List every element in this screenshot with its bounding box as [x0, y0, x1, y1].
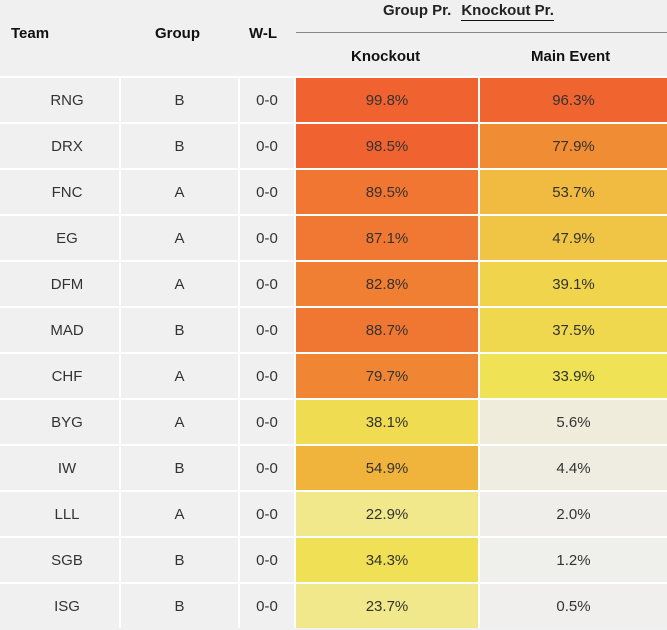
header-wl: W-L: [249, 25, 278, 42]
team-cell: RNG: [0, 76, 119, 122]
team-name: FNC: [51, 183, 83, 201]
knockout-cell: 88.7%: [294, 306, 478, 352]
team-name: IW: [57, 459, 77, 477]
table-row: BYG A 0-0 38.1% 5.6%: [0, 398, 667, 444]
wl-cell: 0-0: [238, 582, 294, 628]
tab-knockout-pr[interactable]: Knockout Pr.: [461, 2, 554, 21]
wl-cell: 0-0: [238, 168, 294, 214]
group-cell: B: [119, 444, 238, 490]
main-event-cell: 77.9%: [478, 122, 667, 168]
knockout-cell: 23.7%: [294, 582, 478, 628]
header-knockout: Knockout: [351, 48, 421, 65]
main-event-cell: 0.5%: [478, 582, 667, 628]
team-name: DFM: [50, 275, 84, 293]
team-name: SGB: [51, 551, 83, 569]
team-cell: MAD: [0, 306, 119, 352]
group-cell: B: [119, 306, 238, 352]
wl-cell: 0-0: [238, 490, 294, 536]
wl-cell: 0-0: [238, 536, 294, 582]
knockout-cell: 98.5%: [294, 122, 478, 168]
team-cell: DFM: [0, 260, 119, 306]
group-cell: B: [119, 76, 238, 122]
team-cell: LLL: [0, 490, 119, 536]
wl-cell: 0-0: [238, 444, 294, 490]
table-row: ISG B 0-0 23.7% 0.5%: [0, 582, 667, 628]
team-cell: BYG: [0, 398, 119, 444]
wl-cell: 0-0: [238, 306, 294, 352]
team-name: LLL: [54, 505, 80, 523]
main-event-cell: 2.0%: [478, 490, 667, 536]
table-row: DRX B 0-0 98.5% 77.9%: [0, 122, 667, 168]
table-row: DFM A 0-0 82.8% 39.1%: [0, 260, 667, 306]
team-name: RNG: [50, 91, 84, 109]
team-cell: DRX: [0, 122, 119, 168]
wl-cell: 0-0: [238, 398, 294, 444]
group-cell: A: [119, 260, 238, 306]
wl-cell: 0-0: [238, 214, 294, 260]
main-event-cell: 5.6%: [478, 398, 667, 444]
knockout-cell: 79.7%: [294, 352, 478, 398]
main-event-cell: 4.4%: [478, 444, 667, 490]
main-event-cell: 53.7%: [478, 168, 667, 214]
group-cell: A: [119, 398, 238, 444]
table-row: MAD B 0-0 88.7% 37.5%: [0, 306, 667, 352]
knockout-cell: 38.1%: [294, 398, 478, 444]
main-event-cell: 1.2%: [478, 536, 667, 582]
results-grid: RNG B 0-0 99.8% 96.3% DRX B 0-0 98.5% 77.9% FNC A 0-…: [0, 76, 667, 628]
group-cell: B: [119, 582, 238, 628]
table-row: FNC A 0-0 89.5% 53.7%: [0, 168, 667, 214]
table-row: EG A 0-0 87.1% 47.9%: [0, 214, 667, 260]
wl-cell: 0-0: [238, 260, 294, 306]
header-group: Group: [155, 25, 200, 42]
group-cell: A: [119, 214, 238, 260]
group-cell: B: [119, 122, 238, 168]
team-cell: SGB: [0, 536, 119, 582]
group-cell: A: [119, 490, 238, 536]
knockout-cell: 22.9%: [294, 490, 478, 536]
team-cell: EG: [0, 214, 119, 260]
main-event-cell: 47.9%: [478, 214, 667, 260]
group-cell: A: [119, 352, 238, 398]
main-event-cell: 96.3%: [478, 76, 667, 122]
probability-tabs: Group Pr. Knockout Pr.: [383, 2, 554, 21]
table-row: RNG B 0-0 99.8% 96.3%: [0, 76, 667, 122]
knockout-cell: 89.5%: [294, 168, 478, 214]
header-team: Team: [11, 25, 50, 42]
header-main-event: Main Event: [531, 48, 611, 65]
main-event-cell: 39.1%: [478, 260, 667, 306]
wl-cell: 0-0: [238, 352, 294, 398]
team-name: MAD: [50, 321, 84, 339]
team-name: ISG: [54, 597, 80, 615]
group-cell: A: [119, 168, 238, 214]
tab-group-pr[interactable]: Group Pr.: [383, 2, 452, 19]
team-name: DRX: [51, 137, 83, 155]
knockout-cell: 99.8%: [294, 76, 478, 122]
knockout-cell: 34.3%: [294, 536, 478, 582]
knockout-cell: 87.1%: [294, 214, 478, 260]
table-body: RNG B 0-0 99.8% 96.3% DRX B 0-0 98.5% 77.9% FNC A 0-…: [0, 76, 667, 628]
wl-cell: 0-0: [238, 122, 294, 168]
group-cell: B: [119, 536, 238, 582]
team-cell: ISG: [0, 582, 119, 628]
table-row: CHF A 0-0 79.7% 33.9%: [0, 352, 667, 398]
main-event-cell: 33.9%: [478, 352, 667, 398]
wl-cell: 0-0: [238, 76, 294, 122]
table-row: SGB B 0-0 34.3% 1.2%: [0, 536, 667, 582]
team-cell: IW: [0, 444, 119, 490]
knockout-cell: 82.8%: [294, 260, 478, 306]
main-event-cell: 37.5%: [478, 306, 667, 352]
team-name: CHF: [51, 367, 83, 385]
team-name: BYG: [51, 413, 83, 431]
table-row: IW B 0-0 54.9% 4.4%: [0, 444, 667, 490]
knockout-cell: 54.9%: [294, 444, 478, 490]
team-name: EG: [56, 229, 78, 247]
header-divider: [296, 32, 667, 33]
team-cell: FNC: [0, 168, 119, 214]
team-cell: CHF: [0, 352, 119, 398]
table-row: LLL A 0-0 22.9% 2.0%: [0, 490, 667, 536]
